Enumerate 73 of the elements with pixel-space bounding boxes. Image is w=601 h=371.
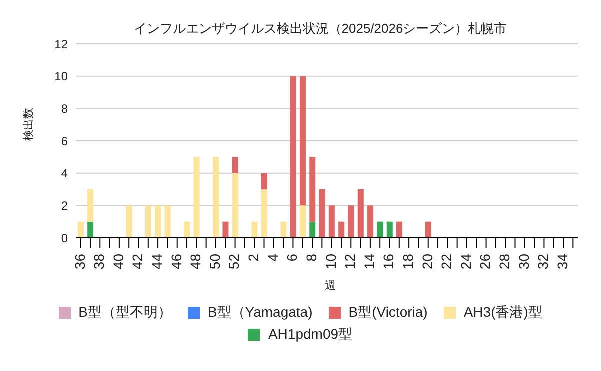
bar [252,222,258,238]
y-tick-label: 12 [54,37,68,52]
bar [377,222,384,238]
x-tick-label: 36 [72,254,88,270]
x-tick-label: 30 [516,254,532,270]
legend-label: AH3(香港)型 [462,304,542,322]
bar [194,157,200,238]
bar [328,206,335,238]
bar [146,206,152,238]
bar [280,222,287,238]
bar [222,222,229,238]
bar [386,222,393,238]
bar [368,206,374,238]
x-tick-label: 40 [110,254,126,270]
bar [348,206,354,238]
x-tick-label: 28 [496,254,513,270]
x-tick-label: 46 [168,254,184,270]
bar [310,222,316,238]
bar [425,222,432,238]
bar [290,76,296,238]
y-tick-label: 2 [61,198,68,213]
x-tick-label: 22 [438,254,455,270]
x-tick-label: 14 [361,254,378,270]
y-tick-label: 10 [54,70,68,84]
y-tick-label: 4 [61,166,68,181]
bar [155,206,162,238]
bar [213,157,220,238]
x-tick-label: 8 [303,254,320,262]
x-tick-label: 24 [458,254,474,270]
bar [184,222,190,238]
x-tick-label: 18 [400,254,416,270]
y-axis-title: 検出数 [22,108,35,141]
bar [88,222,94,238]
x-tick-label: 42 [130,254,146,270]
bar [126,206,132,238]
x-tick-label: 26 [477,254,494,270]
bar [78,222,84,238]
x-tick-label: 50 [206,254,223,270]
legend-label: AH1pdm09型 [267,326,353,344]
y-tick-label: 8 [61,102,68,116]
x-tick-label: 34 [554,254,570,270]
bar [232,173,238,238]
legend-label: B型(Victoria) [348,304,428,322]
legend-label: B型（型不明） [78,304,172,322]
bar [232,157,238,174]
bar [300,76,306,206]
x-tick-label: 44 [149,254,165,270]
bar [261,190,268,238]
bar [338,222,345,238]
bar [358,190,364,238]
x-axis-title: 週 [324,279,337,294]
bar [396,222,403,238]
bar [88,190,94,222]
bar [310,157,316,222]
bar [300,206,306,238]
x-tick-label: 52 [226,254,242,270]
x-tick-label: 48 [188,254,204,270]
bar [164,206,171,238]
bar [261,173,268,190]
y-tick-label: 6 [61,134,68,148]
x-tick-label: 20 [419,254,436,270]
x-tick-label: 10 [322,254,339,270]
x-tick-label: 38 [91,254,108,270]
x-tick-label: 2 [246,254,262,262]
chart-title: インフルエンザウイルス検出状況（2025/2026シーズン）札幌市 [132,20,508,38]
x-tick-label: 4 [264,254,281,262]
x-tick-label: 16 [380,254,397,270]
y-tick-label: 0 [61,231,68,246]
x-tick-label: 12 [342,254,358,270]
x-tick-label: 32 [535,254,552,270]
x-tick-label: 6 [284,254,300,262]
bar [319,190,326,238]
legend-label: B型（Yamagata) [206,304,313,322]
